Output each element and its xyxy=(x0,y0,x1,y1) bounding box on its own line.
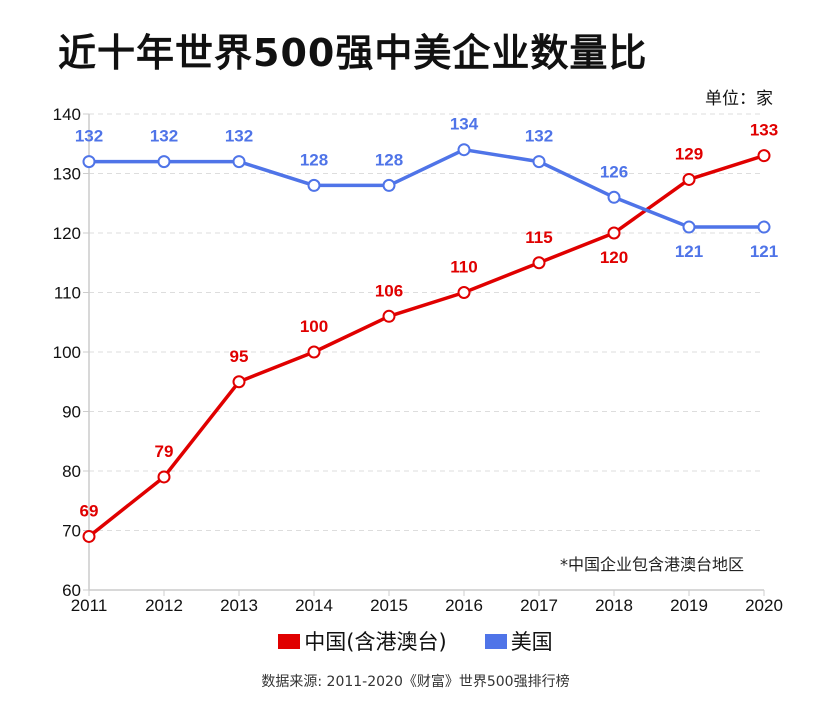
data-label: 128 xyxy=(375,150,403,169)
data-label: 100 xyxy=(300,317,328,336)
x-tick-label: 2013 xyxy=(220,596,258,615)
y-tick-label: 140 xyxy=(53,105,81,124)
data-point xyxy=(607,226,621,240)
data-point xyxy=(82,529,96,543)
data-label: 132 xyxy=(225,127,253,146)
x-tick-label: 2014 xyxy=(295,596,333,615)
unit-label: 单位：家 xyxy=(705,89,773,109)
data-label: 110 xyxy=(450,258,477,277)
x-tick-label: 2018 xyxy=(595,596,633,615)
data-point xyxy=(532,155,546,169)
x-tick-label: 2019 xyxy=(670,596,708,615)
data-point xyxy=(682,172,696,186)
x-tick-label: 2011 xyxy=(71,596,108,615)
data-label: 128 xyxy=(300,150,328,169)
data-label: 121 xyxy=(675,242,703,261)
series-line-usa xyxy=(89,147,764,229)
x-tick-label: 2015 xyxy=(370,596,408,615)
data-label: 132 xyxy=(525,127,553,146)
legend-swatch-china xyxy=(278,633,301,649)
legend-item-usa: 美国 xyxy=(484,626,553,656)
legend-item-china: 中国(含港澳台) xyxy=(278,626,447,656)
data-label: 115 xyxy=(525,228,552,247)
data-point xyxy=(307,345,321,359)
data-point xyxy=(82,155,96,169)
data-label: 132 xyxy=(75,127,103,146)
data-label: 133 xyxy=(750,121,778,140)
data-label: 129 xyxy=(675,144,703,163)
data-point xyxy=(382,178,396,192)
data-label: 79 xyxy=(155,442,174,461)
data-point xyxy=(457,286,471,299)
data-point xyxy=(382,309,396,323)
data-point xyxy=(457,143,471,157)
y-tick-label: 70 xyxy=(62,522,81,541)
data-point xyxy=(757,149,771,163)
legend: 中国(含港澳台) 美国 xyxy=(0,626,831,656)
data-point xyxy=(607,190,621,204)
data-point xyxy=(757,220,771,234)
data-source: 数据来源: 2011-2020《财富》世界500强排行榜 xyxy=(261,674,570,690)
legend-swatch-usa xyxy=(484,633,507,649)
chart-title: 近十年世界500强中美企业数量比 xyxy=(58,31,648,75)
data-label: 121 xyxy=(750,242,778,261)
series-line-china xyxy=(87,153,765,538)
y-tick-label: 120 xyxy=(53,224,81,243)
y-tick-label: 130 xyxy=(53,165,81,184)
legend-label-usa: 美国 xyxy=(510,630,553,654)
data-point xyxy=(532,256,546,270)
data-label: 95 xyxy=(230,347,249,366)
x-tick-label: 2016 xyxy=(445,596,483,615)
data-label: 69 xyxy=(80,501,99,520)
y-tick-label: 90 xyxy=(62,403,81,422)
x-tick-label: 2020 xyxy=(745,596,783,615)
legend-label-china: 中国(含港澳台) xyxy=(304,630,447,654)
y-tick-label: 100 xyxy=(53,343,81,362)
y-tick-label: 60 xyxy=(62,581,81,600)
y-tick-label: 110 xyxy=(54,284,81,303)
data-point xyxy=(682,220,696,234)
data-label: 132 xyxy=(150,127,178,146)
data-point xyxy=(157,155,171,169)
data-point xyxy=(232,155,246,169)
x-tick-label: 2012 xyxy=(145,596,183,615)
data-point xyxy=(232,375,246,389)
data-point xyxy=(307,178,321,192)
data-label: 106 xyxy=(375,281,403,300)
y-tick-label: 80 xyxy=(62,462,81,481)
chart-note: *中国企业包含港澳台地区 xyxy=(560,555,745,574)
data-label: 126 xyxy=(600,162,628,181)
data-label: 120 xyxy=(600,248,628,267)
data-point xyxy=(157,470,171,484)
x-tick-label: 2017 xyxy=(520,596,558,615)
data-label: 134 xyxy=(450,115,479,134)
